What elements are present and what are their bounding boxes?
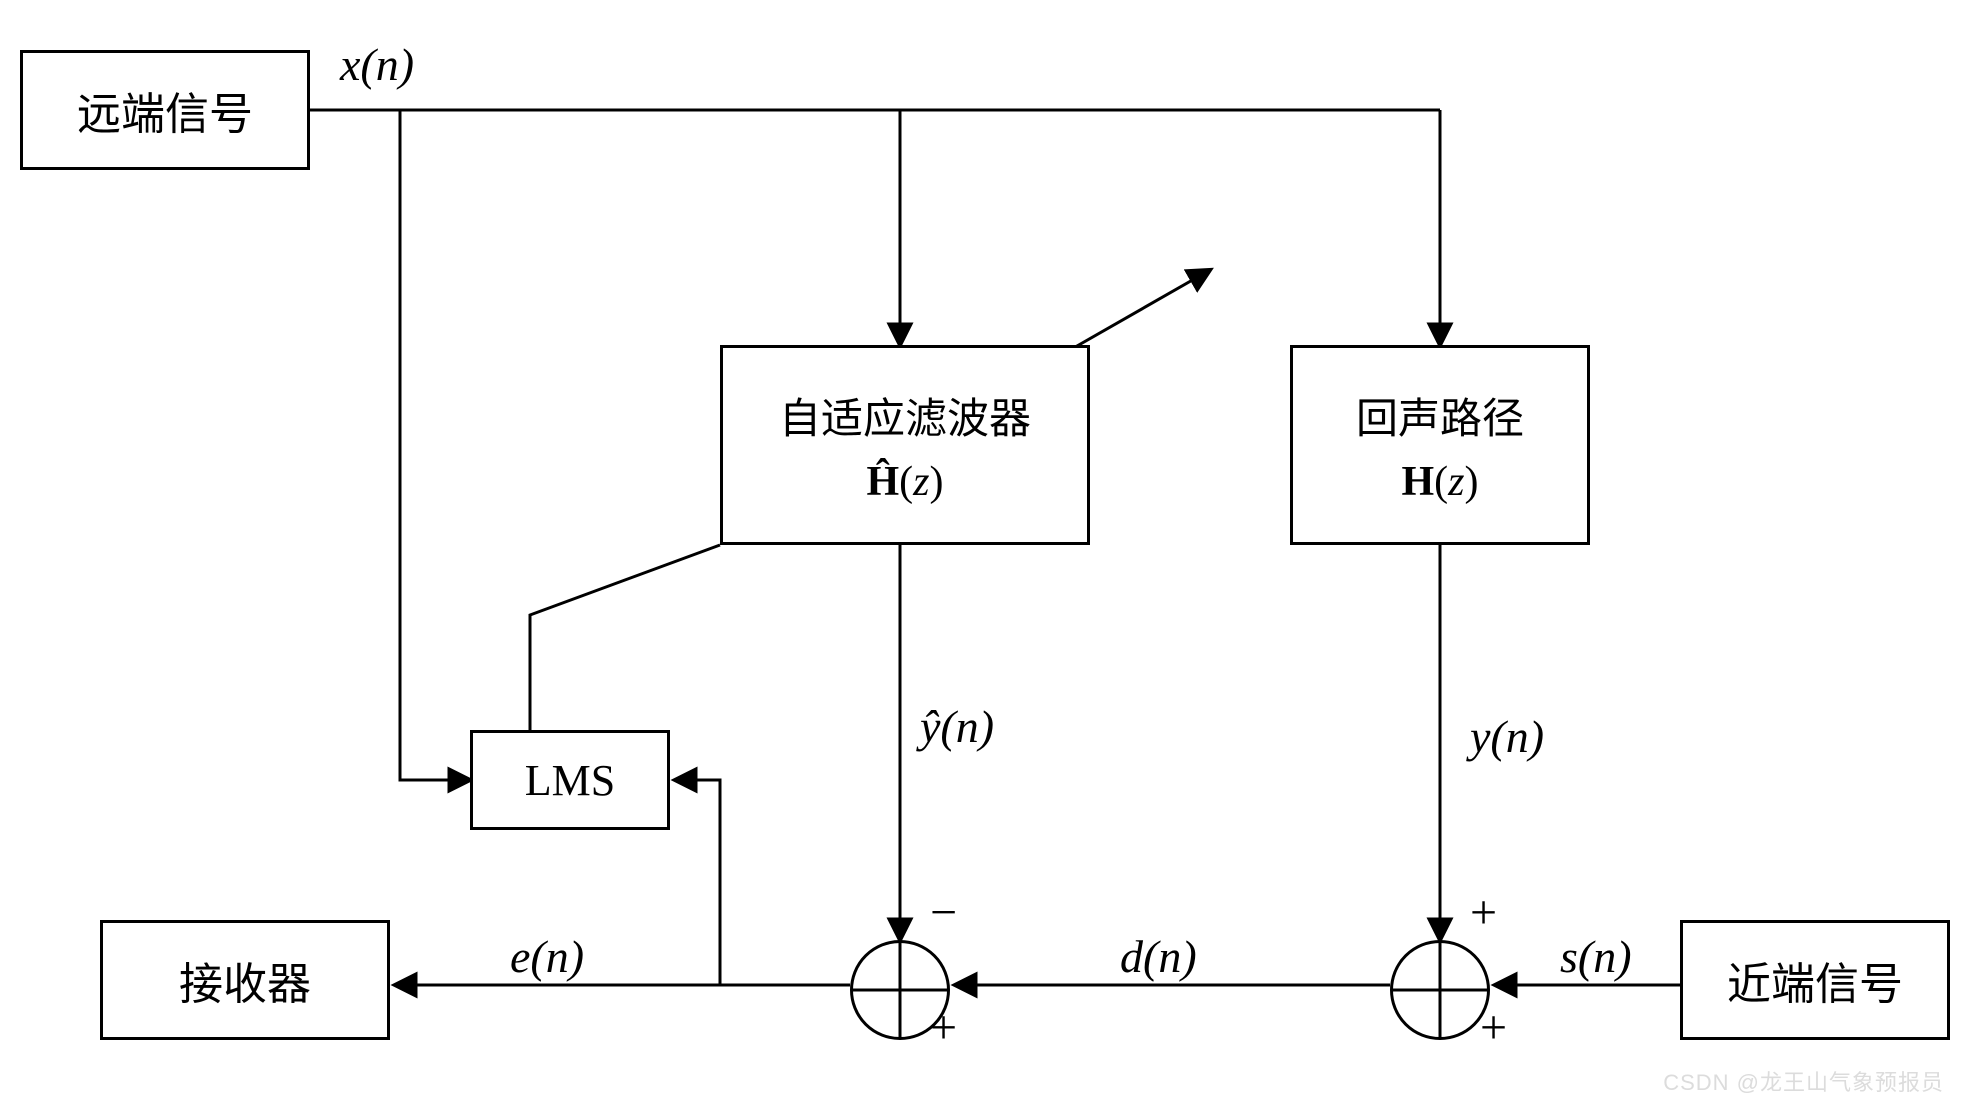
sum-junction-2 [1390,940,1490,1040]
lms-box: LMS [470,730,670,830]
adaptive-filter-label: 自适应滤波器 [779,385,1031,446]
near-end-signal-box: 近端信号 [1680,920,1950,1040]
label-sn: s(n) [1560,930,1632,983]
edge [530,545,720,730]
lms-label: LMS [525,755,615,806]
edge [400,110,470,780]
receiver-label: 接收器 [179,948,311,1012]
label-yn: y(n) [1470,710,1544,763]
label-en: e(n) [510,930,584,983]
label-yhat: ŷ(n) [920,700,994,753]
sign-plus: + [930,1000,957,1055]
sign-plus: + [1480,1000,1507,1055]
sign-minus: − [930,885,957,940]
near-end-signal-label: 近端信号 [1727,948,1903,1012]
echo-path-box: 回声路径 H(z) [1290,345,1590,545]
adaptive-arrow-icon [1070,270,1210,350]
echo-path-label: 回声路径 [1356,385,1524,446]
sign-plus: + [1470,885,1497,940]
watermark-text: CSDN @龙王山气象预报员 [1663,1065,1944,1097]
adaptive-filter-box: 自适应滤波器 Ĥ(z) [720,345,1090,545]
far-end-signal-box: 远端信号 [20,50,310,170]
far-end-signal-label: 远端信号 [77,78,253,142]
label-dn: d(n) [1120,930,1197,983]
echo-path-tf: H(z) [1401,458,1478,506]
adaptive-filter-tf: Ĥ(z) [866,458,943,506]
receiver-box: 接收器 [100,920,390,1040]
label-xn: x(n) [340,38,414,91]
edge [675,780,720,985]
